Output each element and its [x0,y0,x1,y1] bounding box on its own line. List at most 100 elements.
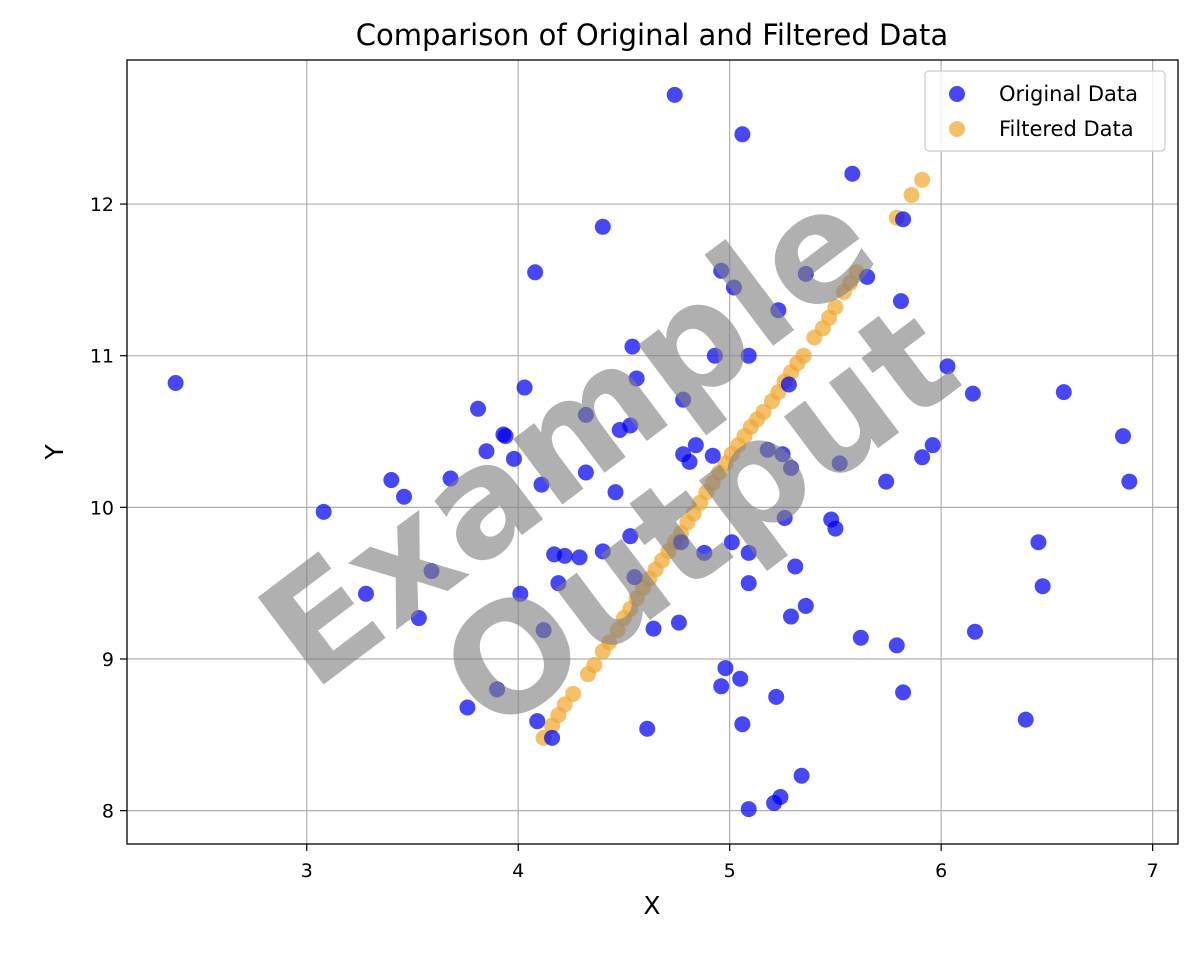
original-data-point [527,264,544,281]
legend-label-filtered: Filtered Data [999,117,1134,141]
original-data-point [895,211,912,228]
original-data-point [888,637,905,654]
original-data-point [673,534,690,551]
original-data-point [622,528,639,545]
plot-area-frame [126,59,1179,845]
original-data-point [666,86,683,103]
legend: Original Data Filtered Data [924,70,1166,152]
original-data-point [706,347,723,364]
original-data-point [535,622,552,639]
filtered-data-point [565,685,582,702]
original-data-point [734,126,751,143]
original-data-point [315,503,332,520]
original-data-point [423,563,440,580]
original-data-point [966,623,983,640]
original-data-point [787,558,804,575]
original-data-point [964,385,981,402]
legend-marker-filtered [949,121,965,137]
original-data-point [556,547,573,564]
x-tick-label: 5 [724,860,736,882]
filtered-data-point [609,622,626,639]
original-data-point [740,347,757,364]
x-tick-label: 4 [512,860,524,882]
original-data-point [459,699,476,716]
original-data-point [622,417,639,434]
original-data-point [852,629,869,646]
original-data-point [533,476,550,493]
chart-title: Comparison of Original and Filtered Data [356,18,948,52]
original-data-point [859,268,876,285]
x-axis-label: X [643,891,660,920]
legend-frame [924,70,1166,152]
y-tick-label: 12 [90,194,114,216]
filtered-data-series [535,171,931,746]
original-data-point [783,608,800,625]
original-data-point [783,459,800,476]
original-data-point [577,464,594,481]
original-data-point [1034,578,1051,595]
original-data-point [571,549,588,566]
original-data-point [770,302,787,319]
y-tick-label: 8 [102,801,114,823]
original-data-point [497,428,514,445]
original-data-point [827,520,844,537]
original-data-point [442,470,459,487]
original-data-point [723,534,740,551]
y-tick-label: 10 [90,497,114,519]
original-data-point [734,716,751,733]
legend-label-original: Original Data [999,82,1138,106]
original-data-point [624,338,641,355]
original-data-point [594,543,611,560]
original-data-point [607,484,624,501]
original-data-point [878,473,895,490]
original-data-point [797,265,814,282]
original-data-point [780,376,797,393]
original-data-point [713,262,730,279]
original-data-point [478,443,495,460]
filtered-data-point [795,347,812,364]
y-tick-label: 11 [90,346,114,368]
x-tick-label: 6 [935,860,947,882]
original-data-point [410,610,427,627]
legend-marker-original [949,86,965,102]
original-data-point [516,379,533,396]
original-data-point [626,569,643,586]
original-data-point [675,391,692,408]
original-data-point [774,446,791,463]
original-data-point [1115,428,1132,445]
original-data-point [383,472,400,489]
original-data-point [1121,473,1138,490]
original-data-point [639,720,656,737]
original-data-point [776,509,793,526]
original-data-point [740,544,757,561]
original-data-point [768,688,785,705]
x-tick-label: 7 [1147,860,1159,882]
original-data-point [645,620,662,637]
x-tick-label: 3 [301,860,313,882]
original-data-point [740,575,757,592]
original-data-point [512,585,529,602]
original-data-point [628,370,645,387]
original-data-point [924,437,941,454]
original-data-point [489,681,506,698]
original-data-point [1030,534,1047,551]
original-data-point [1017,711,1034,728]
original-data-point [529,713,546,730]
x-axis-ticks: 3 4 5 6 7 [301,844,1159,882]
original-data-point [831,455,848,472]
original-data-point [544,729,561,746]
original-data-point [759,441,776,458]
original-data-point [681,453,698,470]
original-data-point [772,788,789,805]
original-data-point [550,575,567,592]
filtered-data-point [827,299,844,316]
original-data-point [713,678,730,695]
original-data-point [914,449,931,466]
original-data-point [704,447,721,464]
original-data-point [797,597,814,614]
original-data-series [167,86,1138,818]
original-data-point [1055,384,1072,401]
grid-lines [127,60,1178,844]
original-data-point [895,684,912,701]
